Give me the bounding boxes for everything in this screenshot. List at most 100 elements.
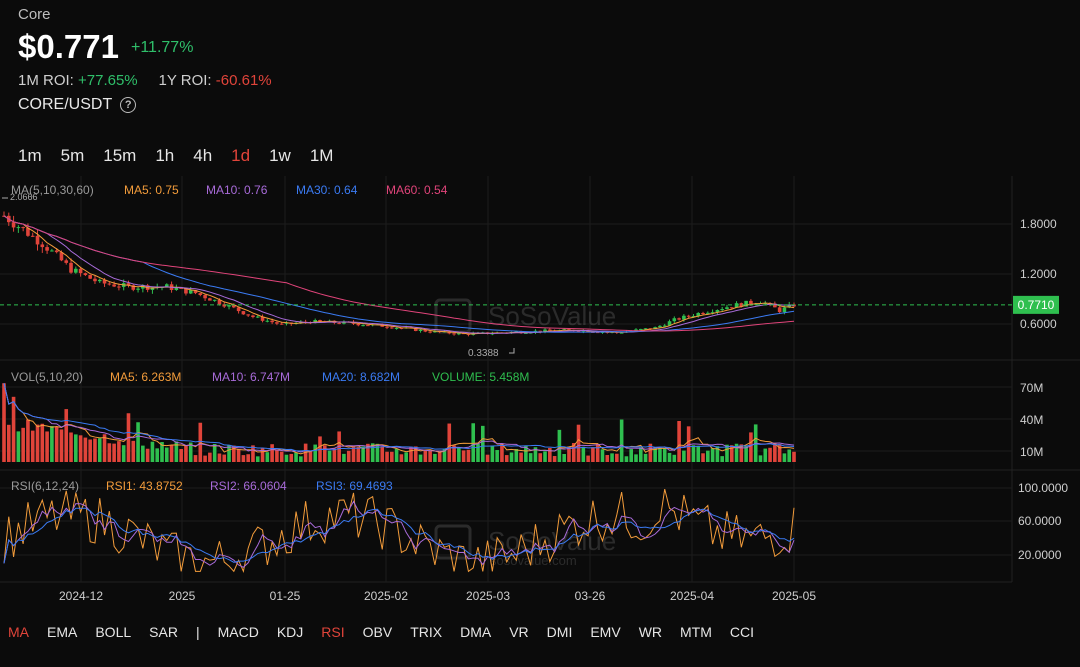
candle-body: [227, 305, 231, 307]
candle-body: [725, 307, 729, 310]
low-marker-arrow: [509, 348, 515, 354]
volume-bar: [495, 450, 499, 462]
main-legend-item: MA30: 0.64: [296, 183, 358, 197]
candle-body: [318, 319, 322, 322]
rsi-watermark-sub: sosovalue.com: [490, 553, 577, 568]
indicator-obv[interactable]: OBV: [362, 624, 393, 640]
volume-bar: [275, 449, 279, 462]
indicator-ema[interactable]: EMA: [47, 624, 78, 640]
indicator-trix[interactable]: TRIX: [410, 624, 443, 640]
timeframe-4h[interactable]: 4h: [193, 146, 213, 165]
volume-bar: [356, 447, 361, 462]
volume-legend-item: MA10: 6.747M: [212, 370, 290, 384]
candle-body: [739, 303, 744, 307]
indicator-wr[interactable]: WR: [638, 624, 663, 640]
volume-bar: [677, 420, 681, 462]
timeframe-1M[interactable]: 1M: [309, 146, 334, 165]
volume-bar: [227, 444, 231, 462]
volume-bar: [198, 422, 203, 462]
volume-bar: [332, 448, 337, 462]
candle-body: [720, 309, 724, 311]
volume-bar: [155, 448, 160, 462]
volume-bar: [390, 451, 394, 462]
candle-body: [193, 290, 198, 294]
indicator-macd[interactable]: MACD: [217, 624, 259, 640]
volume-bar: [279, 451, 284, 462]
indicator-boll[interactable]: BOLL: [95, 624, 132, 640]
volume-bar: [662, 448, 667, 462]
volume-bar: [294, 452, 298, 462]
volume-bar: [169, 445, 174, 462]
volume-bar: [619, 419, 624, 462]
candle-body: [452, 333, 456, 335]
candle-body: [706, 312, 710, 314]
volume-bar: [346, 450, 351, 462]
volume-bar: [83, 437, 88, 462]
candle-body: [524, 332, 528, 334]
candle-body: [35, 235, 40, 245]
volume-bar: [217, 453, 222, 462]
volume-bar: [739, 444, 744, 462]
candle-body: [787, 304, 792, 308]
volume-bar: [543, 451, 547, 462]
indicator-rsi[interactable]: RSI: [321, 624, 345, 640]
volume-bar: [629, 449, 634, 462]
indicator-emv[interactable]: EMV: [590, 624, 621, 640]
indicator-dmi[interactable]: DMI: [546, 624, 573, 640]
candle-body: [638, 328, 643, 330]
volume-bar: [763, 448, 768, 462]
indicator-sar[interactable]: SAR: [149, 624, 178, 640]
main-legend-item: MA10: 0.76: [206, 183, 268, 197]
volume-bar: [327, 450, 332, 462]
indicator-ma[interactable]: MA: [8, 624, 29, 640]
indicator-selector: MA EMA BOLL SAR | MACD KDJ RSI OBV TRIX DMA VR DMI EM…: [8, 624, 772, 640]
indicator-mtm[interactable]: MTM: [680, 624, 712, 640]
timeframe-1m[interactable]: 1m: [18, 146, 42, 165]
volume-bar: [2, 383, 6, 462]
high-marker: 2.0666: [10, 192, 38, 202]
volume-bar: [658, 448, 662, 462]
candle-body: [677, 318, 681, 320]
indicator-dma[interactable]: DMA: [460, 624, 492, 640]
timeframe-1w[interactable]: 1w: [269, 146, 291, 165]
volume-bar: [586, 455, 590, 462]
volume-legend-item: MA5: 6.263M: [110, 370, 181, 384]
volume-bar: [433, 453, 437, 462]
volume-bar: [236, 449, 241, 462]
candle-body: [773, 303, 777, 308]
timeframe-5m[interactable]: 5m: [60, 146, 85, 165]
volume-bar: [322, 445, 327, 462]
timeframe-15m[interactable]: 15m: [103, 146, 137, 165]
timeframe-1h[interactable]: 1h: [155, 146, 175, 165]
volume-bar: [30, 430, 35, 462]
timeframe-1d[interactable]: 1d: [231, 146, 251, 165]
volume-bar: [792, 451, 796, 462]
volume-bar: [452, 445, 456, 462]
volume-bar: [145, 448, 150, 462]
candle-body: [198, 293, 203, 296]
volume-bar: [59, 429, 64, 462]
volume-bar: [212, 443, 217, 462]
price-chart[interactable]: SoSoValue 0.7710 2.0666 0.3388 1.8000 1.2000 0…: [0, 176, 1080, 616]
volume-bar: [361, 446, 365, 462]
volume-bar: [179, 448, 183, 462]
volume-bar: [45, 431, 49, 462]
candle-body: [107, 283, 112, 285]
volume-bar: [787, 449, 792, 462]
volume-bar: [605, 455, 610, 462]
question-circle-icon[interactable]: ?: [120, 97, 137, 113]
indicator-kdj[interactable]: KDJ: [276, 624, 304, 640]
rsi-legend-item: RSI2: 66.0604: [210, 479, 287, 493]
candle-body: [88, 275, 92, 279]
candle-body: [222, 304, 227, 307]
indicator-vr[interactable]: VR: [509, 624, 529, 640]
candle-body: [59, 252, 64, 261]
candle-body: [97, 279, 102, 282]
candle-body: [265, 320, 270, 322]
candle-body: [246, 314, 250, 316]
candle-body: [634, 329, 638, 331]
candle-body: [763, 303, 768, 305]
volume-bar: [303, 443, 308, 462]
candle-body: [749, 300, 753, 304]
indicator-cci[interactable]: CCI: [729, 624, 755, 640]
